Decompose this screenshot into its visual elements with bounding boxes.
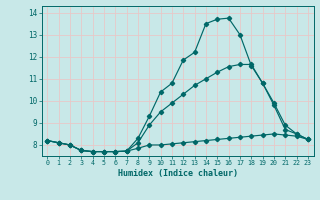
X-axis label: Humidex (Indice chaleur): Humidex (Indice chaleur) (118, 169, 237, 178)
